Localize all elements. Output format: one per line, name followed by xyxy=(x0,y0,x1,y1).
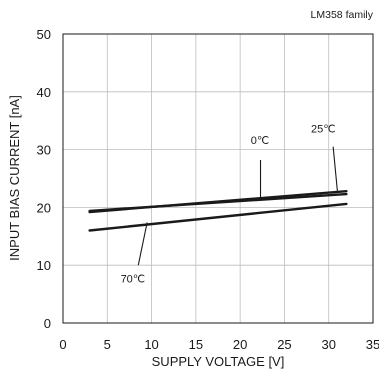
y-axis-label: INPUT BIAS CURRENT [nA] xyxy=(7,95,22,261)
annotation-leaders xyxy=(137,146,339,266)
y-tick-label-3: 30 xyxy=(37,143,51,158)
y-tick-label-5: 50 xyxy=(37,27,51,42)
annotation-labels: 0℃ 25℃ 70℃ xyxy=(121,123,336,285)
x-tick-label-7: 35 xyxy=(366,337,379,352)
x-tick-label-1: 5 xyxy=(104,337,111,352)
y-tick-labels: 0 10 20 30 40 50 xyxy=(37,27,51,331)
x-tick-label-0: 0 xyxy=(59,337,66,352)
series-line-2 xyxy=(88,202,348,232)
chart-subtitle: LM358 family xyxy=(311,9,374,21)
y-tick-label-0: 0 xyxy=(44,316,51,331)
x-tick-label-5: 25 xyxy=(277,337,291,352)
x-tick-label-3: 15 xyxy=(189,337,203,352)
y-tick-label-1: 10 xyxy=(37,258,51,273)
x-tick-labels: 0 5 10 15 20 25 30 35 xyxy=(59,337,379,352)
annotation-leader-2 xyxy=(137,222,148,266)
annotation-leader-1 xyxy=(332,146,339,194)
series-label-2: 70℃ xyxy=(121,274,146,286)
grid-layer xyxy=(63,34,373,323)
x-axis-label: SUPPLY VOLTAGE [V] xyxy=(152,354,285,369)
x-tick-label-6: 30 xyxy=(321,337,335,352)
x-tick-label-2: 10 xyxy=(144,337,158,352)
series-layer xyxy=(88,189,348,232)
plot-frame xyxy=(62,33,374,324)
series-line-1 xyxy=(88,189,348,214)
x-tick-label-4: 20 xyxy=(233,337,247,352)
series-label-1: 25℃ xyxy=(311,123,336,135)
series-label-0: 0℃ xyxy=(251,135,269,147)
y-tick-label-4: 40 xyxy=(37,85,51,100)
y-tick-label-2: 20 xyxy=(37,200,51,215)
